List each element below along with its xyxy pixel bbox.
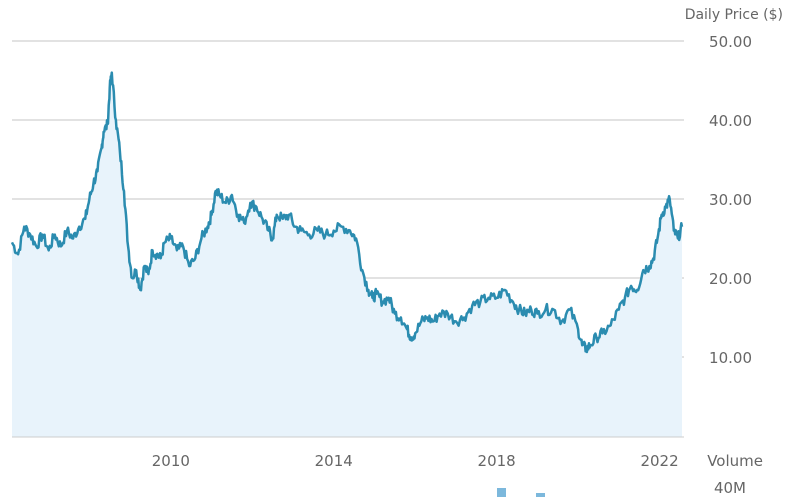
price-line xyxy=(10,71,684,354)
x-tick-label: 2018 xyxy=(478,452,516,470)
price-area xyxy=(12,72,682,437)
x-tick-label: 2022 xyxy=(640,452,678,470)
y-tick-labels: 50.00 40.00 30.00 20.00 10.00 xyxy=(709,33,752,367)
y-tick-label: 10.00 xyxy=(709,349,752,367)
y-axis-title: Daily Price ($) xyxy=(685,7,783,23)
x-tick-labels: 2010 2014 2018 2022 xyxy=(152,452,679,470)
x-tick-label: 2010 xyxy=(152,452,190,470)
volume-tick-label: 40M xyxy=(714,479,746,497)
y-tick-label: 50.00 xyxy=(709,33,752,51)
x-tick-label: 2014 xyxy=(315,452,353,470)
volume-bars xyxy=(497,488,545,497)
y-tick-label: 40.00 xyxy=(709,112,752,130)
volume-bar xyxy=(536,493,545,497)
y-tick-label: 30.00 xyxy=(709,191,752,209)
volume-bar xyxy=(497,488,506,497)
volume-label: Volume xyxy=(707,452,763,470)
y-tick-label: 20.00 xyxy=(709,270,752,288)
